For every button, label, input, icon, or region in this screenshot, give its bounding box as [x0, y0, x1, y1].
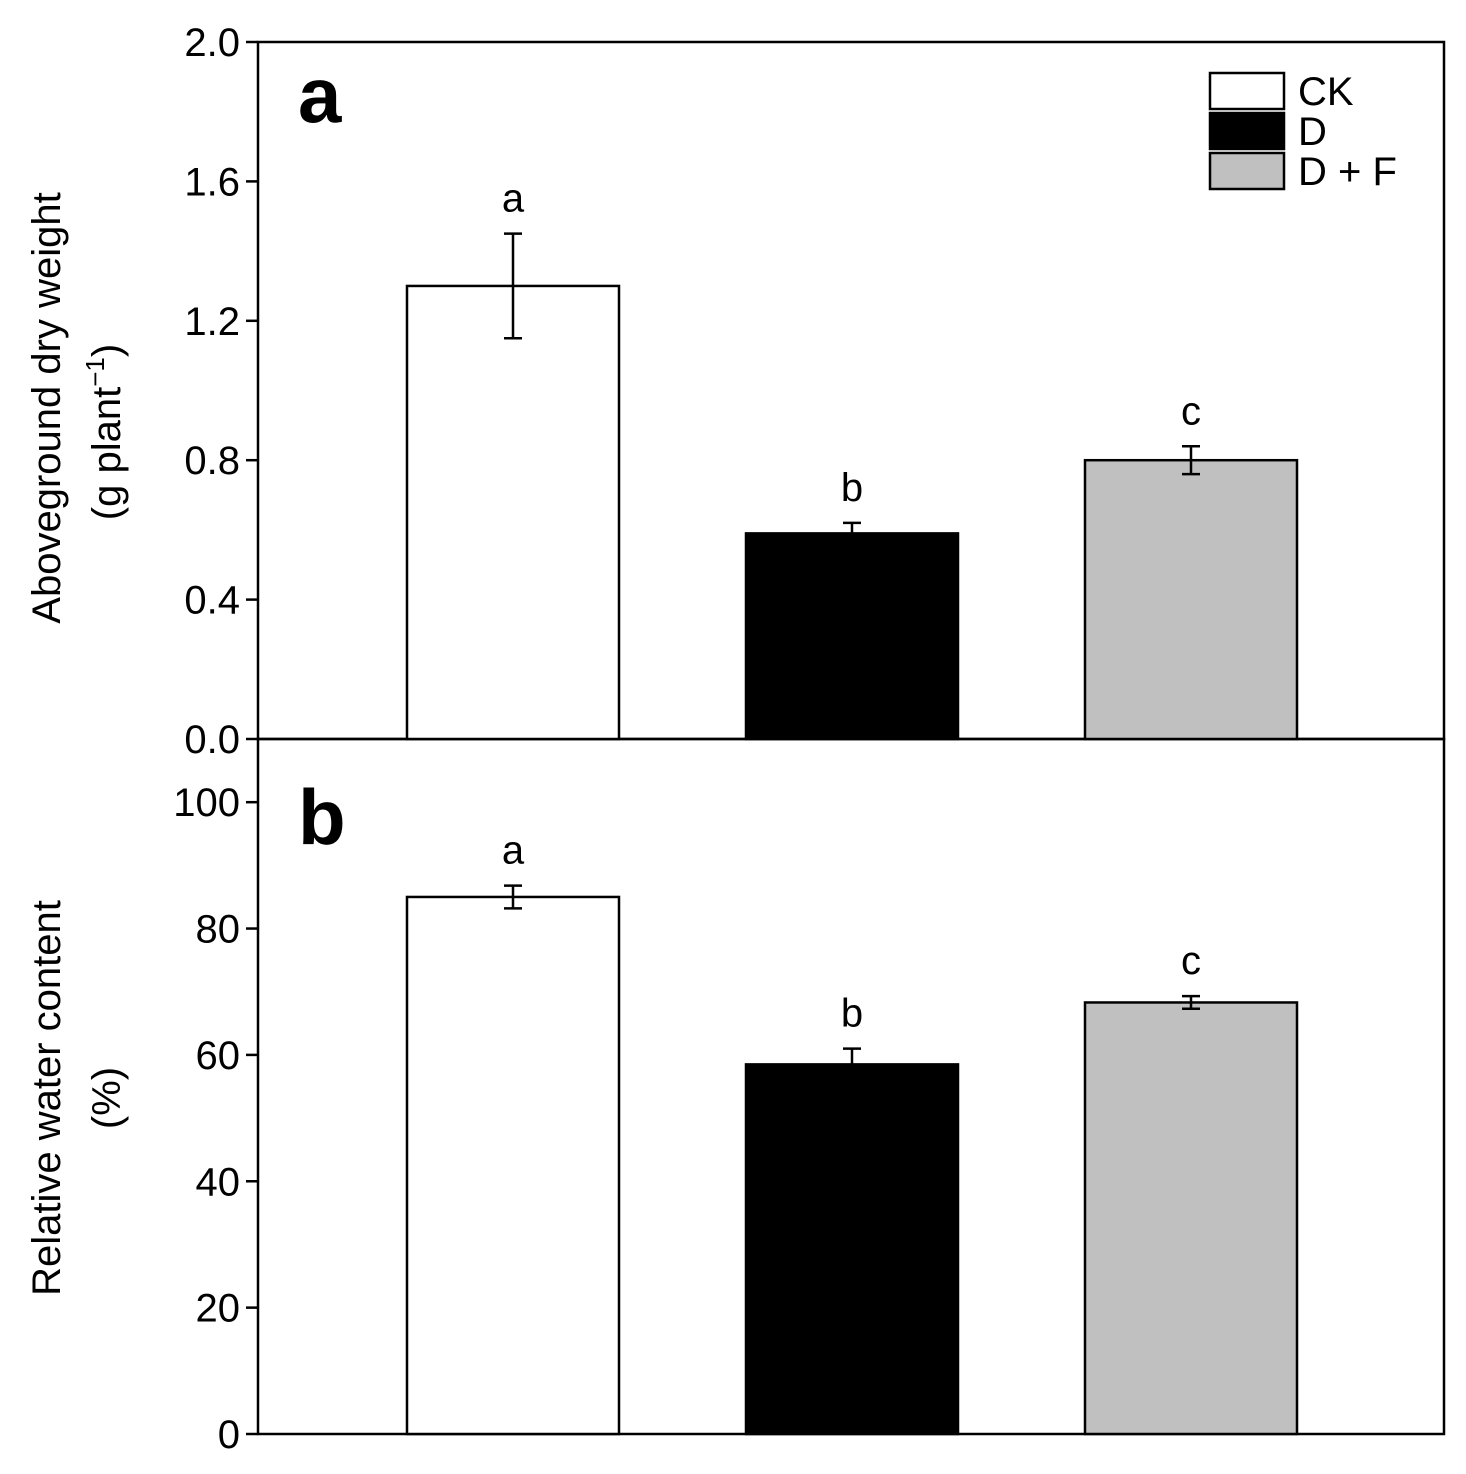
- panel-b-ytick-label: 100: [173, 781, 240, 825]
- legend-label: D: [1298, 110, 1327, 154]
- panel-a-ytick-label: 0.8: [184, 439, 240, 483]
- panel-a-sig-letter: b: [841, 466, 863, 510]
- panel-a-bar-ck: [405, 284, 621, 741]
- panel-b-sig-letter: c: [1181, 939, 1201, 983]
- panel-b-marks: 0 20 40 60 80 100 a b c: [173, 781, 1299, 1457]
- panel-a-sig-letter: c: [1181, 389, 1201, 433]
- panel-a-ytick-label: 2.0: [184, 21, 240, 65]
- panel-b-bar-d: [744, 1063, 960, 1436]
- panel-a-ylabel-line2: (g plant−1): [80, 344, 129, 520]
- panel-a-ylabel-line1: Aboveground dry weight: [25, 192, 69, 623]
- panel-a-ytick-label: 0.4: [184, 579, 240, 623]
- panel-a-bar-d: [744, 532, 960, 741]
- panel-b-ytick-label: 0: [218, 1413, 240, 1457]
- panel-a-marks: 0.0 0.4 0.8 1.2 1.6 2.0 a b c: [184, 21, 1299, 762]
- panel-b-sig-letter: b: [841, 992, 863, 1036]
- panel-a-ytick-label: 1.2: [184, 300, 240, 344]
- panel-b-ylabel-line2: (%): [85, 1067, 129, 1129]
- legend-label: CK: [1298, 70, 1354, 114]
- panel-b-letter: b: [298, 773, 346, 861]
- panel-b-bar-ck: [405, 895, 621, 1436]
- panel-b-sig-letter: a: [502, 829, 525, 873]
- legend-swatch: [1208, 111, 1286, 151]
- panel-a-sig-letter: a: [502, 177, 525, 221]
- legend-swatch: [1208, 151, 1286, 191]
- panel-a-letter: a: [298, 51, 342, 139]
- legend-swatch: [1208, 71, 1286, 111]
- panel-a-bar-df: [1083, 458, 1299, 741]
- panel-a-ytick-label: 1.6: [184, 160, 240, 204]
- legend-label: D + F: [1298, 150, 1397, 194]
- panel-b-ytick-label: 40: [196, 1160, 241, 1204]
- panel-b-ylabel-line1: Relative water content: [25, 900, 69, 1296]
- panel-b-bar-df: [1083, 1001, 1299, 1436]
- panel-b-ytick-label: 20: [196, 1287, 241, 1331]
- panel-a-ytick-label: 0.0: [184, 718, 240, 762]
- panel-b-ytick-label: 60: [196, 1034, 241, 1078]
- panel-b-ytick-label: 80: [196, 908, 241, 952]
